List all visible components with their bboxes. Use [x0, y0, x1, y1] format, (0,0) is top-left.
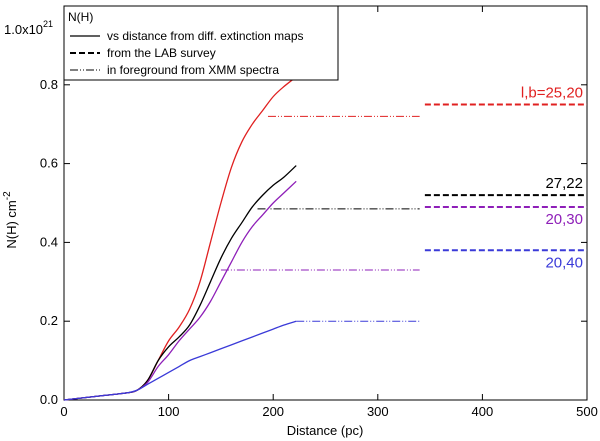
legend-box: [63, 5, 339, 81]
y-tick-label: 0.4: [40, 234, 58, 249]
plot-series: [63, 76, 587, 401]
y-scale-exponent: 21: [43, 19, 53, 29]
x-tick-label: 200: [262, 404, 284, 419]
x-axis-title: Distance (pc): [287, 423, 364, 438]
series-annotation: 20,30: [545, 211, 583, 228]
y-tick-label: 0.8: [40, 77, 58, 92]
x-tick-label: 300: [367, 404, 389, 419]
x-tick-label: 100: [158, 404, 180, 419]
y-axis-title-exponent: -2: [2, 191, 13, 200]
legend-entry-dashed: from the LAB survey: [107, 46, 216, 60]
y-tick-label: 0.0: [40, 392, 58, 407]
y-tick-label: 0.6: [40, 156, 58, 171]
y-tick-label: 0.2: [40, 313, 58, 328]
x-tick-label: 400: [472, 404, 494, 419]
legend: N(H) vs distance from diff. extinction m…: [63, 5, 339, 81]
legend-entry-dashdotdot: in foreground from XMM spectra: [107, 63, 279, 77]
x-tick-label: 0: [60, 404, 67, 419]
legend-entry-solid: vs distance from diff. extinction maps: [107, 29, 304, 43]
series-annotation: l,b=25,20: [521, 85, 583, 102]
x-tick-label: 500: [576, 404, 598, 419]
extinction-curve-27-22: [63, 165, 297, 401]
extinction-curve-20-40: [63, 320, 297, 401]
series-annotations: l,b=25,20 27,22 20,30 20,40: [521, 85, 583, 272]
y-scale-label: 1.0x1021: [4, 19, 53, 37]
legend-title: N(H): [68, 10, 93, 24]
extinction-curve-20-30: [63, 180, 297, 401]
y-axis-title: N(H) cm-2: [2, 191, 19, 249]
extinction-curve-l-b-25-20: [63, 76, 297, 401]
series-annotation: 20,40: [545, 254, 583, 271]
series-annotation: 27,22: [545, 175, 583, 192]
